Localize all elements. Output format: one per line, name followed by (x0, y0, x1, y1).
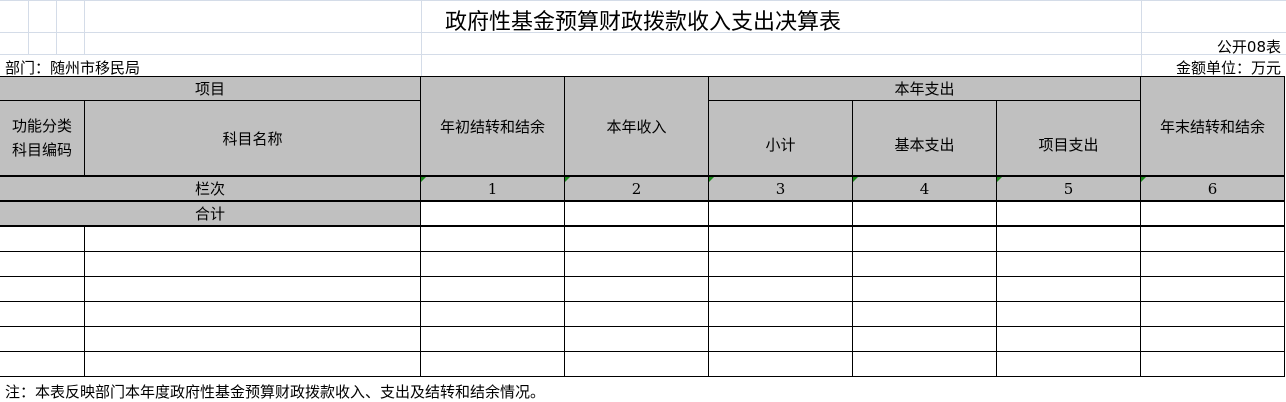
table-cell[interactable] (84, 326, 421, 352)
comment-indicator-icon (709, 177, 714, 182)
table-cell[interactable] (564, 351, 709, 377)
table-cell[interactable] (420, 276, 565, 302)
column-no[interactable]: 4 (852, 176, 997, 201)
gridline (28, 0, 29, 54)
table-cell[interactable] (84, 301, 421, 327)
table-cell[interactable] (0, 251, 85, 277)
table-cell[interactable] (996, 326, 1141, 352)
comment-indicator-icon (853, 177, 858, 182)
gridline (1141, 0, 1142, 76)
table-cell[interactable] (564, 251, 709, 277)
table-cell[interactable] (564, 276, 709, 302)
table-cell[interactable] (420, 351, 565, 377)
column-no[interactable]: 6 (1140, 176, 1285, 201)
header-subtotal: 小计 (708, 100, 853, 176)
header-income: 本年收入 (564, 76, 709, 176)
footnote: 注：本表反映部门本年度政府性基金预算财政拨款收入、支出及结转和结余情况。 (5, 383, 546, 401)
page-title: 政府性基金预算财政拨款收入支出决算表 (444, 10, 841, 35)
table-cell[interactable] (708, 251, 853, 277)
table-cell[interactable] (84, 276, 421, 302)
column-no[interactable]: 5 (996, 176, 1141, 201)
table-cell[interactable] (0, 326, 85, 352)
header-project: 项目支出 (996, 100, 1141, 176)
table-cell[interactable] (564, 226, 709, 252)
table-cell[interactable] (852, 201, 997, 226)
table-cell[interactable] (708, 226, 853, 252)
table-cell[interactable] (0, 276, 85, 302)
department-label: 部门：随州市移民局 (5, 59, 141, 77)
table-cell[interactable] (852, 251, 997, 277)
table-cell[interactable] (1140, 226, 1285, 252)
gridline (421, 0, 422, 76)
table-cell[interactable] (996, 351, 1141, 377)
column-no-label: 栏次 (0, 176, 421, 201)
header-expense: 本年支出 (708, 76, 1141, 101)
table-cell[interactable] (708, 326, 853, 352)
table-cell[interactable] (852, 276, 997, 302)
column-no[interactable]: 3 (708, 176, 853, 201)
table-cell[interactable] (1140, 301, 1285, 327)
table-cell[interactable] (1140, 351, 1285, 377)
table-cell[interactable] (420, 251, 565, 277)
table-cell[interactable] (1140, 326, 1285, 352)
table-cell[interactable] (996, 201, 1141, 226)
table-cell[interactable] (420, 301, 565, 327)
table-cell[interactable] (564, 301, 709, 327)
comment-indicator-icon (421, 177, 426, 182)
table-cell[interactable] (84, 351, 421, 377)
table-cell[interactable] (84, 251, 421, 277)
table-number: 公开08表 (1216, 38, 1281, 56)
table-cell[interactable] (420, 326, 565, 352)
header-name: 科目名称 (84, 100, 421, 176)
table-cell[interactable] (564, 326, 709, 352)
comment-indicator-icon (997, 177, 1002, 182)
table-cell[interactable] (0, 301, 85, 327)
unit-label: 金额单位：万元 (1175, 59, 1281, 77)
table-cell[interactable] (420, 201, 565, 226)
table-cell[interactable] (852, 301, 997, 327)
table-cell[interactable] (996, 226, 1141, 252)
table-cell[interactable] (708, 301, 853, 327)
table-cell[interactable] (1140, 276, 1285, 302)
table-cell[interactable] (996, 251, 1141, 277)
table-cell[interactable] (852, 351, 997, 377)
header-item: 项目 (0, 76, 421, 101)
column-no[interactable]: 1 (420, 176, 565, 201)
table-cell[interactable] (996, 276, 1141, 302)
table-cell[interactable] (708, 351, 853, 377)
total-label: 合计 (0, 201, 421, 226)
header-code: 功能分类 科目编码 (0, 100, 85, 176)
table-cell[interactable] (420, 226, 565, 252)
column-no[interactable]: 2 (564, 176, 709, 201)
table-cell[interactable] (1140, 251, 1285, 277)
header-begin-balance: 年初结转和结余 (420, 76, 565, 176)
table-cell[interactable] (84, 226, 421, 252)
header-end-balance: 年末结转和结余 (1140, 76, 1285, 176)
gridline (84, 0, 85, 54)
gridline (0, 54, 1286, 55)
table-cell[interactable] (708, 276, 853, 302)
gridline (0, 32, 1286, 33)
header-basic: 基本支出 (852, 100, 997, 176)
comment-indicator-icon (1141, 177, 1146, 182)
gridline (56, 0, 57, 54)
table-cell[interactable] (1140, 201, 1285, 226)
table-cell[interactable] (852, 326, 997, 352)
table-cell[interactable] (0, 226, 85, 252)
gridline (0, 0, 1286, 1)
table-cell[interactable] (0, 351, 85, 377)
table-cell[interactable] (708, 201, 853, 226)
table-cell[interactable] (852, 226, 997, 252)
comment-indicator-icon (565, 177, 570, 182)
table-cell[interactable] (564, 201, 709, 226)
table-cell[interactable] (996, 301, 1141, 327)
